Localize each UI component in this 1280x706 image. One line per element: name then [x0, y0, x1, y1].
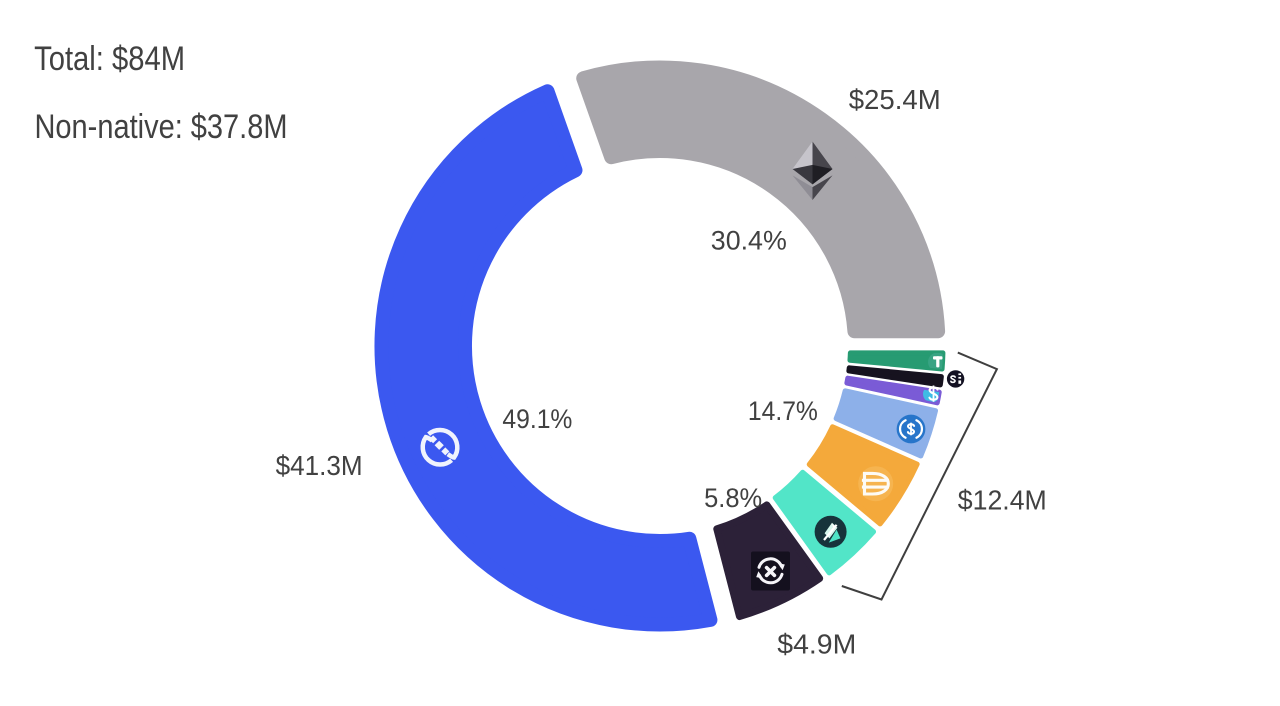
svg-text:14.7%: 14.7%	[748, 396, 818, 426]
svg-text:Non-native: $37.8M: Non-native: $37.8M	[35, 108, 288, 146]
svg-text:30.4%: 30.4%	[711, 226, 787, 256]
svg-text:Total: $84M: Total: $84M	[34, 40, 185, 78]
svg-text:49.1%: 49.1%	[502, 404, 572, 434]
svg-text:$41.3M: $41.3M	[276, 450, 363, 481]
svg-text:$4.9M: $4.9M	[777, 628, 856, 659]
svg-text:5.8%: 5.8%	[704, 483, 762, 513]
svg-text:$25.4M: $25.4M	[849, 84, 941, 115]
svg-text:$12.4M: $12.4M	[958, 485, 1047, 516]
